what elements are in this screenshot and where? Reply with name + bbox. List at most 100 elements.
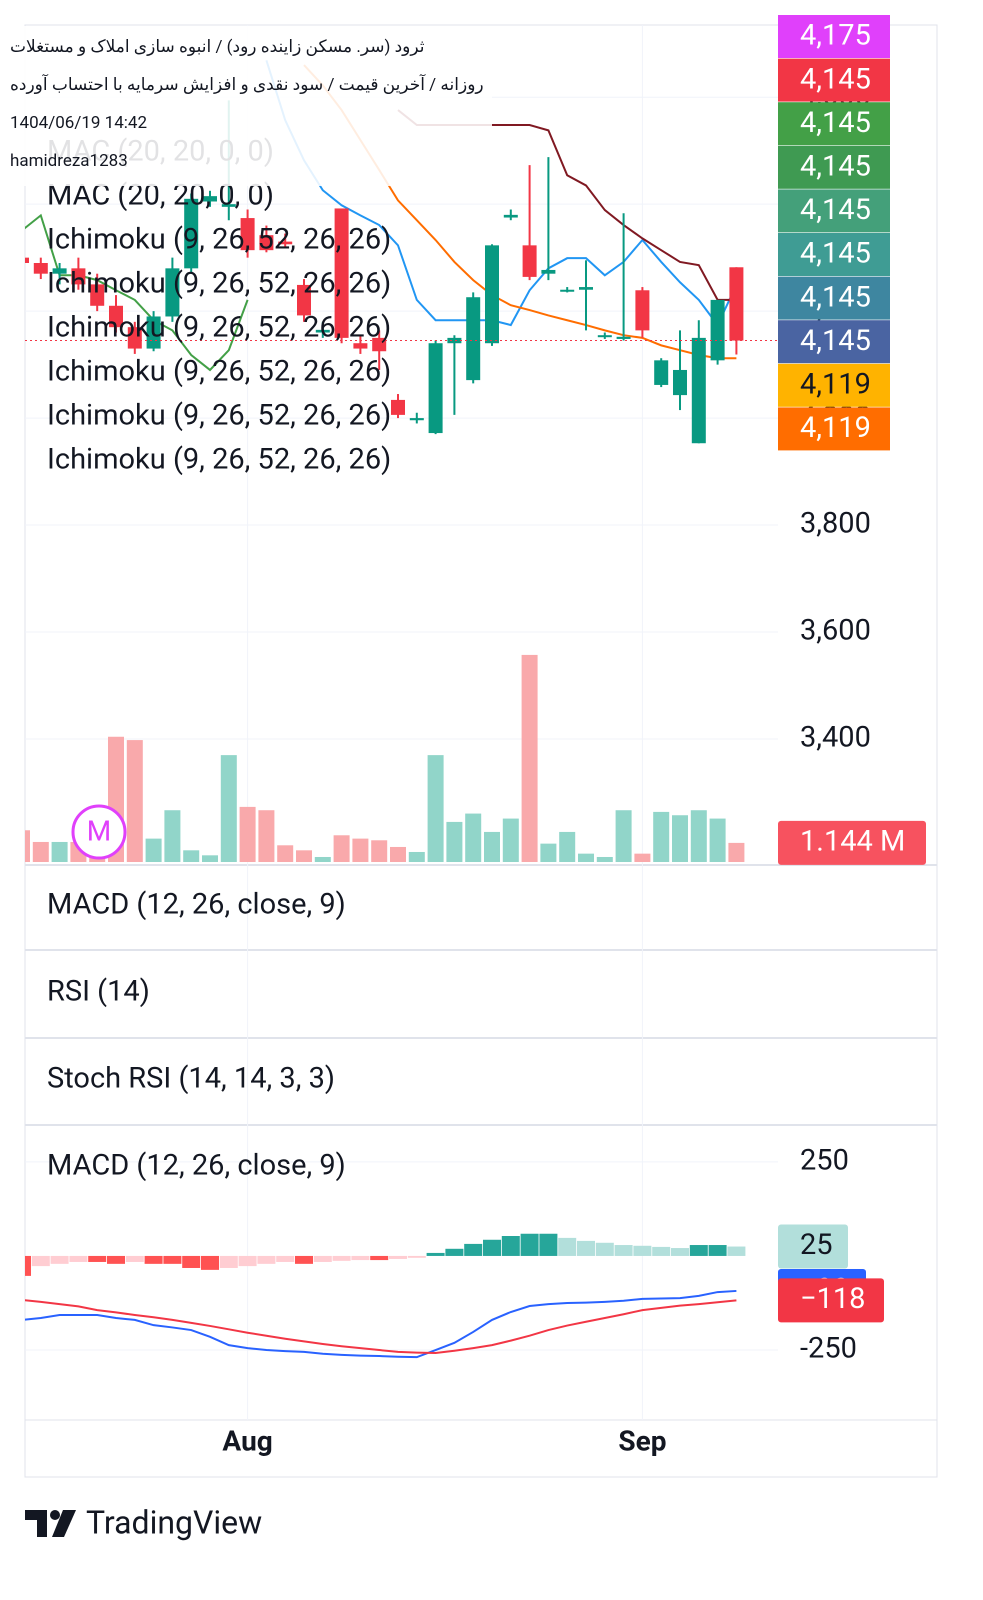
- volume-bar: [615, 810, 632, 862]
- histogram-bar: [351, 1255, 370, 1261]
- histogram-bar: [313, 1255, 332, 1262]
- header-line: 1404/06/19 14:42: [10, 113, 148, 133]
- value-label-box: [778, 1278, 884, 1323]
- volume-bar: [521, 654, 538, 862]
- indicator-line: [265, 59, 738, 327]
- volume-bar: [634, 853, 651, 862]
- volume-bar: [502, 818, 519, 862]
- candle-body: [278, 241, 293, 245]
- price-label-box: [778, 276, 890, 320]
- candle-body: [710, 299, 725, 361]
- price-label: 4,119: [800, 367, 871, 401]
- x-tick-label: Aug: [222, 1424, 272, 1457]
- candle-body: [25, 257, 29, 263]
- candle-body: [259, 235, 274, 251]
- candle-body: [654, 360, 669, 385]
- y-tick-label: -250: [800, 1332, 857, 1366]
- histogram-bar: [389, 1255, 407, 1259]
- price-label: 4,145: [800, 193, 871, 227]
- volume-bar: [465, 813, 482, 862]
- price-label: 4,145: [800, 62, 871, 96]
- volume-bar: [690, 810, 707, 862]
- price-label: 4,175: [800, 19, 871, 53]
- histogram-bar: [539, 1233, 558, 1256]
- logo-mark: [50, 1510, 60, 1520]
- volume-bar: [653, 811, 670, 862]
- candle-body: [466, 297, 481, 381]
- y-tick-label: 250: [800, 1144, 849, 1178]
- histogram-bar: [689, 1245, 708, 1256]
- histogram-bar: [31, 1255, 50, 1267]
- volume-bar: [239, 806, 256, 862]
- histogram-bar: [633, 1245, 652, 1256]
- histogram-bar: [163, 1255, 182, 1264]
- candle-body: [240, 218, 255, 251]
- value-label-box: [778, 1224, 848, 1269]
- volume-bar: [183, 850, 200, 862]
- price-label: 4,119: [800, 411, 871, 445]
- price-label: 4,145: [800, 237, 871, 271]
- frame: [24, 24, 938, 1478]
- volume-bar: [51, 841, 68, 862]
- macd-line: [25, 1299, 737, 1355]
- price-label: 4,145: [800, 149, 871, 183]
- header-line: روزانه / آخرین قیمت / سود نقدی و افزایش …: [10, 75, 484, 95]
- x-tick-label: Sep: [618, 1424, 666, 1457]
- price-label-box: [778, 189, 890, 233]
- legend-entry: Ichimoku (9, 26, 52, 26, 26): [47, 355, 391, 389]
- price-label-box: [778, 15, 890, 58]
- histogram-bar: [125, 1255, 144, 1262]
- histogram-bar: [558, 1237, 577, 1256]
- price-label-box: [778, 58, 890, 102]
- candle-body: [353, 343, 368, 349]
- candle-body: [334, 208, 349, 338]
- pane-title: MACD (12, 26, close, 9): [47, 1149, 346, 1183]
- candle-body: [109, 305, 123, 328]
- candle-body: [447, 337, 462, 344]
- histogram-bar: [483, 1239, 501, 1256]
- volume-bar: [390, 846, 406, 862]
- candle-body: [52, 268, 67, 274]
- volume-bar: [728, 842, 745, 862]
- histogram-bar: [464, 1243, 483, 1256]
- histogram-bar: [182, 1255, 201, 1268]
- volume-bar: [258, 810, 275, 862]
- price-label-box: [778, 320, 890, 364]
- event-marker: [71, 804, 127, 860]
- volume-bar: [559, 831, 576, 862]
- price-label: 4,145: [800, 280, 871, 314]
- volume-bar: [427, 755, 444, 862]
- histogram-bar: [50, 1255, 69, 1264]
- candle-body: [372, 337, 387, 352]
- y-tick-label: 3,600: [800, 614, 871, 648]
- candle-body: [541, 269, 556, 274]
- volume-bar: [352, 838, 369, 862]
- histogram-bar: [652, 1246, 671, 1256]
- price-label: 4,145: [800, 106, 871, 140]
- macd-line: [25, 1289, 737, 1359]
- candle-body: [616, 336, 631, 339]
- volume-bar: [296, 850, 312, 862]
- histogram-bar: [25, 1255, 31, 1276]
- candle-body: [90, 284, 105, 306]
- candle-body: [315, 329, 330, 333]
- histogram-bar: [69, 1255, 88, 1262]
- volume-bar: [164, 810, 181, 862]
- volume-bar: [446, 821, 463, 862]
- volume-bar: [672, 815, 688, 862]
- histogram-bar: [595, 1242, 614, 1256]
- histogram-bar: [276, 1255, 295, 1262]
- volume-bar: [709, 818, 726, 862]
- y-tick-label: 3,800: [800, 507, 871, 541]
- price-label-box: [778, 363, 890, 407]
- histogram-bar: [426, 1252, 445, 1256]
- histogram-bar: [727, 1246, 746, 1256]
- candle-body: [127, 327, 142, 349]
- volume-bar: [578, 853, 594, 862]
- value-label: −118: [800, 1282, 865, 1316]
- histogram-bar: [238, 1255, 257, 1267]
- histogram-bar: [201, 1255, 219, 1270]
- value-label: 1.144 M: [800, 825, 905, 859]
